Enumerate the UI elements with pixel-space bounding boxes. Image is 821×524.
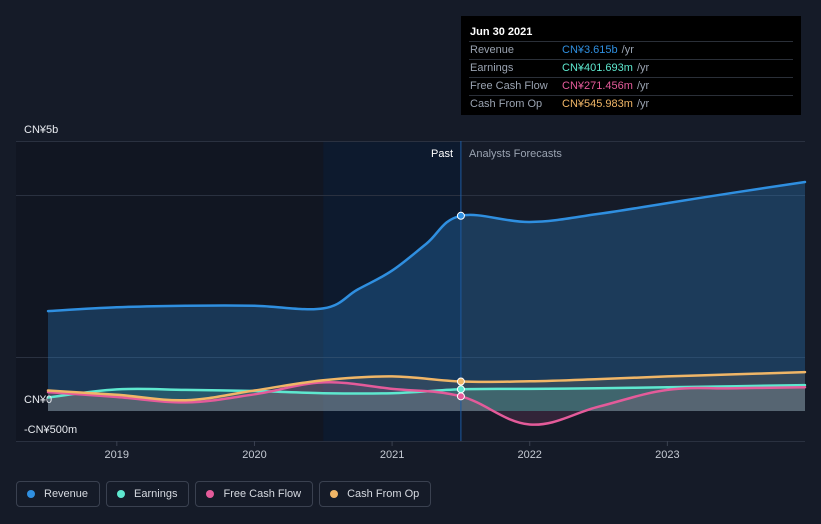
- cash-from-op-line: [46, 370, 807, 402]
- tooltip-date: Jun 30 2021: [470, 26, 533, 38]
- legend-dot-icon: [27, 490, 35, 498]
- tooltip: Jun 30 2021 Revenue CN¥3.615b /yr Earnin…: [461, 16, 801, 115]
- past-label: Past: [431, 148, 453, 160]
- legend-item-free-cash-flow[interactable]: Free Cash Flow: [195, 481, 314, 507]
- tooltip-row-unit: /yr: [636, 98, 650, 110]
- revenue-line: [46, 180, 807, 313]
- tooltip-row-unit: /yr: [636, 80, 650, 92]
- y-tick-label: -CN¥500m: [24, 424, 77, 436]
- forecast-label: Analysts Forecasts: [469, 148, 562, 160]
- tooltip-row-label: Cash From Op: [470, 98, 543, 110]
- revenue-marker: [456, 211, 465, 220]
- series-lines: [46, 180, 807, 426]
- legend-label: Revenue: [44, 488, 89, 500]
- earnings-marker: [456, 385, 465, 394]
- legend-dot-icon: [117, 490, 126, 498]
- legend-item-revenue[interactable]: Revenue: [16, 481, 101, 507]
- x-axis-labels: 2019 2020 2021 2022 2023: [105, 441, 680, 461]
- y-tick-label: CN¥5b: [24, 124, 58, 136]
- tooltip-row-label: Earnings: [470, 62, 514, 74]
- revenue-area: [48, 182, 805, 411]
- legend-label: Cash From Op: [347, 488, 420, 500]
- tooltip-row-value: CN¥271.456m: [562, 80, 633, 92]
- gridlines: [16, 141, 805, 442]
- legend-dot-icon: [206, 490, 215, 498]
- x-tick-label: 2023: [655, 449, 679, 461]
- x-tick-label: 2020: [242, 449, 266, 461]
- tooltip-row-unit: /yr: [636, 62, 650, 74]
- tooltip-row-revenue: Revenue CN¥3.615b /yr: [469, 41, 793, 59]
- x-tick-label: 2019: [105, 449, 129, 461]
- tooltip-row-label: Revenue: [470, 44, 515, 56]
- free-cash-flow-marker: [456, 392, 465, 401]
- x-tick-label: 2021: [380, 449, 404, 461]
- hover-markers: [456, 211, 465, 401]
- tooltip-row-value: CN¥3.615b: [562, 44, 618, 56]
- tooltip-row-value: CN¥401.693m: [562, 62, 633, 74]
- tooltip-row-unit: /yr: [621, 44, 634, 56]
- legend-label: Free Cash Flow: [223, 488, 302, 500]
- legend-label: Earnings: [134, 488, 178, 500]
- tooltip-row-value: CN¥545.983m: [562, 98, 633, 110]
- tooltip-row-label: Free Cash Flow: [470, 80, 548, 92]
- y-tick-label: CN¥0: [24, 394, 52, 406]
- free-cash-flow-area: [48, 382, 805, 425]
- tooltip-row-free-cash-flow: Free Cash Flow CN¥271.456m /yr: [469, 77, 793, 95]
- tooltip-row-cash-from-op: Cash From Op CN¥545.983m /yr: [469, 95, 793, 113]
- y-axis-labels: CN¥5b CN¥0 -CN¥500m: [24, 124, 77, 436]
- legend-item-earnings[interactable]: Earnings: [106, 481, 190, 507]
- x-tick-label: 2022: [517, 449, 541, 461]
- cash-from-op-marker: [456, 377, 465, 386]
- free-cash-flow-line: [46, 381, 807, 426]
- legend: Revenue Earnings Free Cash Flow Cash Fro…: [16, 481, 432, 507]
- legend-dot-icon: [330, 490, 339, 498]
- legend-item-cash-from-op[interactable]: Cash From Op: [319, 481, 432, 507]
- tooltip-row-earnings: Earnings CN¥401.693m /yr: [469, 59, 793, 77]
